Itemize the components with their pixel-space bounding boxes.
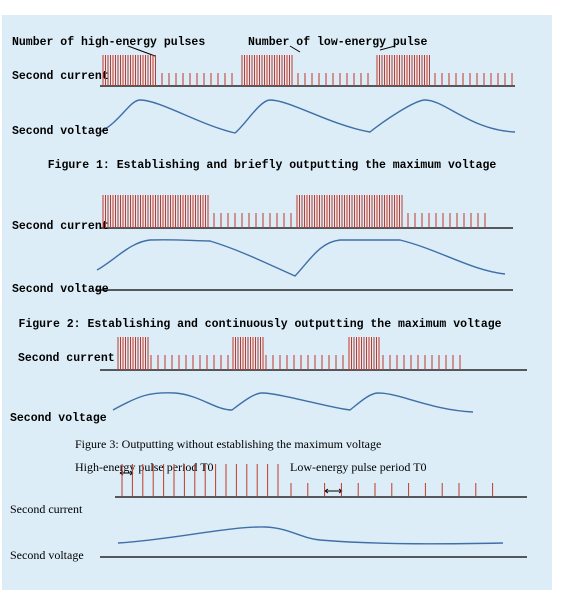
label: Number of high-energy pulses — [12, 36, 205, 49]
label: Second current — [18, 352, 115, 365]
caption: Figure 2: Establishing and continuously … — [18, 318, 501, 331]
label: Second voltage — [10, 412, 107, 425]
pointer — [127, 45, 156, 57]
period-arrow — [324, 488, 343, 494]
label: Second current — [12, 70, 109, 83]
label: Second current — [12, 220, 109, 233]
label: Second current — [10, 502, 83, 516]
label: Low-energy pulse period T0 — [290, 460, 427, 474]
voltage-curve — [99, 99, 516, 134]
pulses — [102, 55, 513, 497]
pointer — [289, 45, 301, 53]
voltage-curve — [117, 526, 504, 545]
label: Second voltage — [12, 283, 109, 296]
background — [2, 15, 552, 590]
caption: Figure 3: Outputting without establishin… — [75, 437, 381, 451]
caption: Figure 1: Establishing and briefly outpu… — [48, 159, 497, 172]
label: Second voltage — [12, 125, 109, 138]
label: Second voltage — [10, 548, 84, 562]
voltage-curve — [112, 392, 474, 413]
label: Number of low-energy pulse — [248, 36, 428, 49]
label: High-energy pulse period T0 — [75, 460, 214, 474]
pointer — [379, 45, 396, 51]
voltage-curve — [96, 239, 506, 277]
